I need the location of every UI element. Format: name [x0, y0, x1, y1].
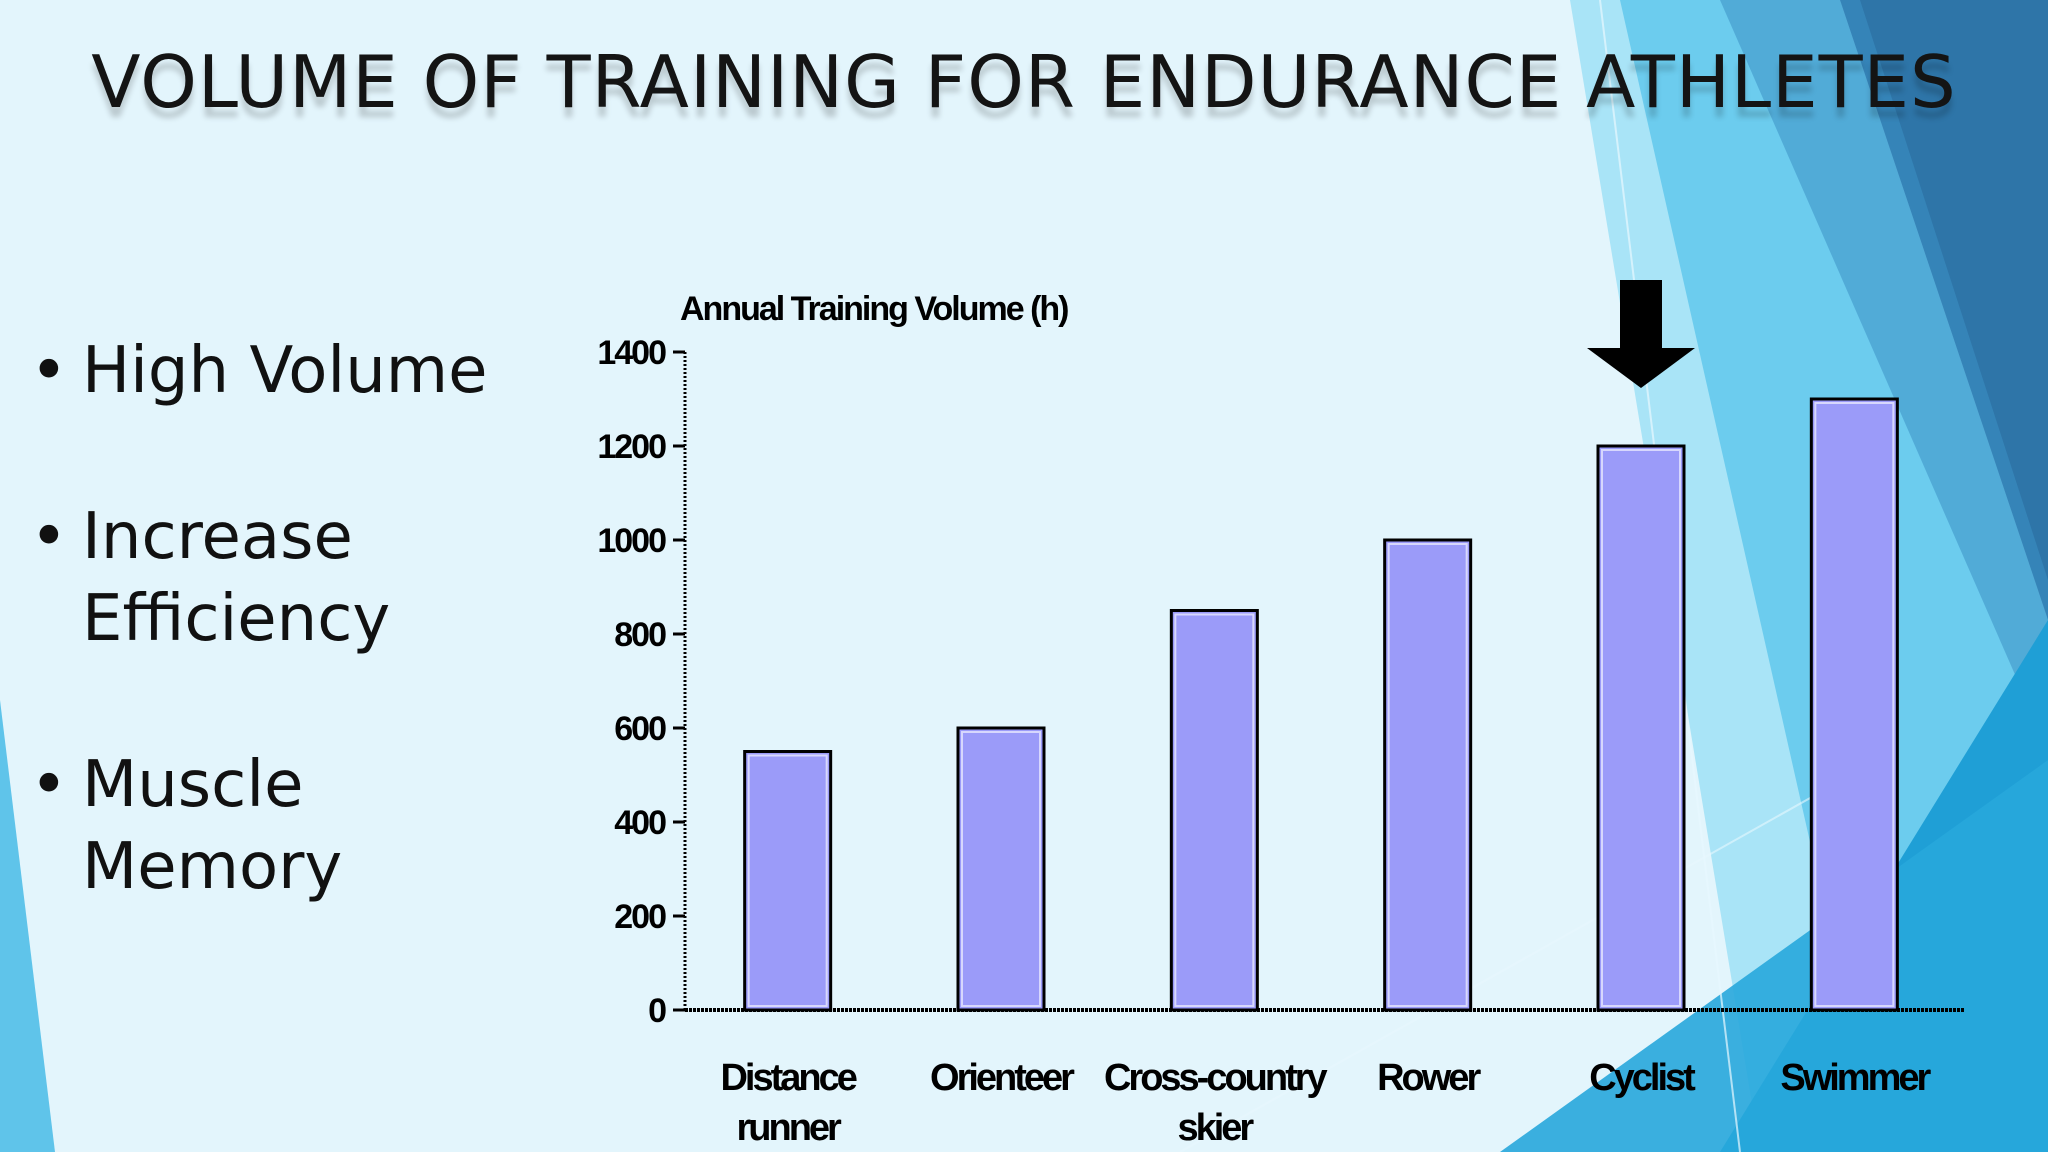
down-arrow-icon: [1587, 280, 1695, 388]
bullet-item: • Muscle Memory: [30, 744, 550, 908]
y-tick-label: 600: [614, 710, 666, 748]
bar-highlight: [1601, 449, 1681, 1007]
x-tick-label: Orienteer: [930, 1057, 1075, 1099]
y-axis-label: Annual Training Volume (h): [680, 290, 1068, 328]
y-tick-label: 800: [614, 616, 666, 654]
slide-title: VOLUME OF TRAINING FOR ENDURANCE ATHLETE…: [91, 40, 1957, 124]
x-tick-label: Distance runner: [720, 1057, 856, 1149]
bullet-dot: •: [30, 334, 68, 408]
x-tick-label: Cross-country skier: [1104, 1057, 1328, 1149]
bar-highlight: [1174, 613, 1255, 1007]
bullet-dot: •: [30, 748, 68, 822]
y-tick-label: 400: [614, 804, 666, 842]
y-tick-label: 0: [648, 992, 666, 1030]
y-tick-label: 1400: [597, 334, 666, 372]
bar: [1383, 538, 1473, 1012]
x-tick-label: Rower: [1377, 1057, 1481, 1099]
bullet-text: Muscle Memory: [82, 748, 343, 904]
bullet-text: High Volume: [82, 334, 488, 408]
bullet-item: • High Volume: [30, 330, 550, 412]
x-tick-label: Swimmer: [1780, 1057, 1931, 1099]
x-tick-label: Cyclist: [1589, 1057, 1696, 1099]
bar: [1596, 444, 1686, 1012]
y-tick-label: 200: [614, 898, 666, 936]
bullet-text: Increase Efficiency: [82, 500, 391, 656]
bar: [1169, 609, 1259, 1012]
bullet-dot: •: [30, 500, 68, 574]
y-tick-label: 1200: [597, 428, 666, 466]
bar-highlight: [1387, 543, 1468, 1007]
bullet-list: • High Volume • Increase Efficiency • Mu…: [30, 330, 550, 992]
bar-highlight: [961, 731, 1041, 1007]
bullet-item: • Increase Efficiency: [30, 496, 550, 660]
bar: [956, 726, 1046, 1012]
bar: [743, 750, 833, 1012]
bar-highlight: [747, 754, 828, 1007]
y-tick-label: 1000: [597, 522, 666, 560]
bar-highlight: [1814, 402, 1895, 1007]
bar-chart: Annual Training Volume (h) 0 200 400 600 800 1…: [597, 280, 1965, 1149]
bar: [1809, 397, 1899, 1012]
